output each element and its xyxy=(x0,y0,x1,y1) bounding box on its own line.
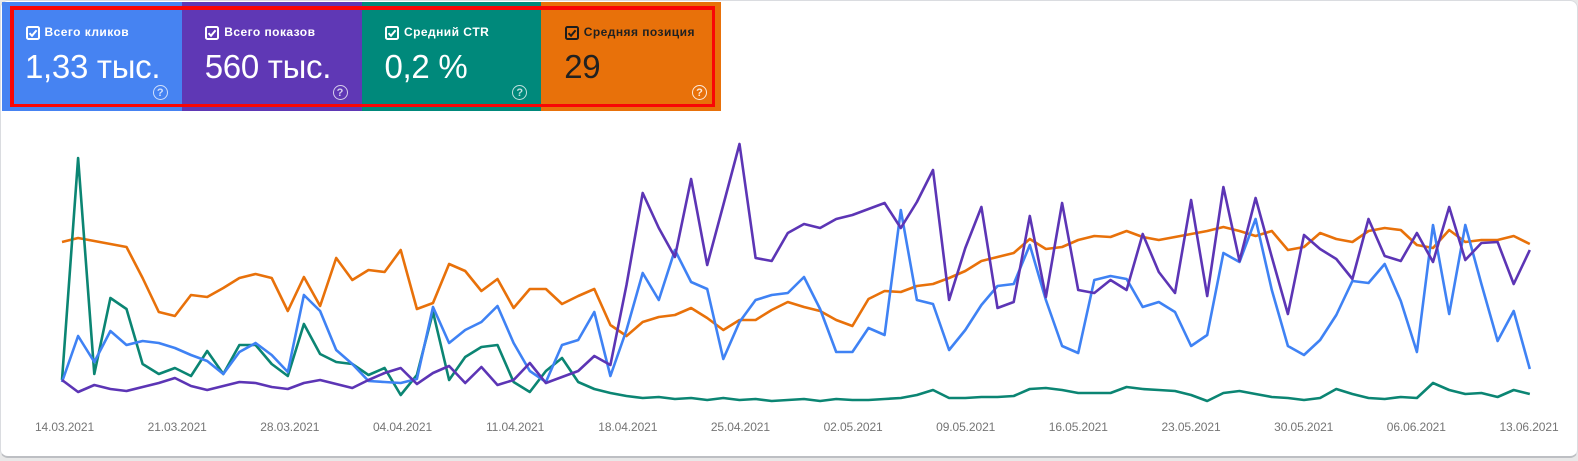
svg-text:25.04.2021: 25.04.2021 xyxy=(711,420,770,434)
svg-text:16.05.2021: 16.05.2021 xyxy=(1049,420,1108,434)
svg-text:11.04.2021: 11.04.2021 xyxy=(486,420,545,434)
svg-text:21.03.2021: 21.03.2021 xyxy=(148,420,207,434)
svg-text:09.05.2021: 09.05.2021 xyxy=(936,420,995,434)
svg-text:18.04.2021: 18.04.2021 xyxy=(598,420,657,434)
svg-text:30.05.2021: 30.05.2021 xyxy=(1274,420,1333,434)
svg-text:02.05.2021: 02.05.2021 xyxy=(824,420,883,434)
svg-text:23.05.2021: 23.05.2021 xyxy=(1161,420,1220,434)
svg-text:06.06.2021: 06.06.2021 xyxy=(1387,420,1446,434)
svg-text:28.03.2021: 28.03.2021 xyxy=(260,420,319,434)
svg-text:13.06.2021: 13.06.2021 xyxy=(1499,420,1558,434)
svg-text:14.03.2021: 14.03.2021 xyxy=(35,420,94,434)
svg-text:04.04.2021: 04.04.2021 xyxy=(373,420,432,434)
